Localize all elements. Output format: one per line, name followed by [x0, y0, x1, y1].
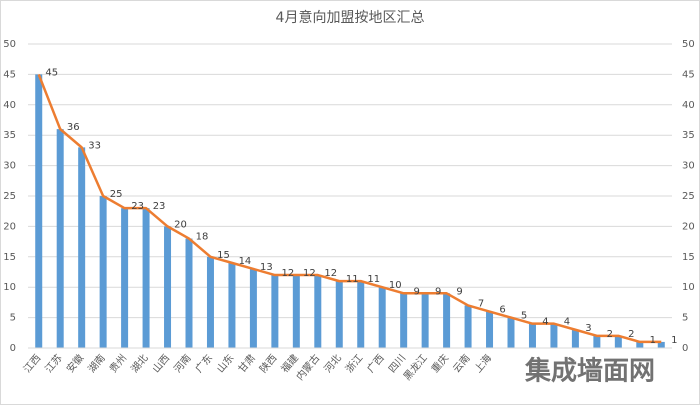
y2-tick-label: 15: [682, 252, 695, 263]
y-tick-label: 40: [3, 100, 16, 111]
data-label: 12: [324, 268, 337, 279]
data-label: 2: [628, 329, 634, 340]
y-tick-label: 25: [3, 191, 16, 202]
y2-tick-label: 5: [682, 313, 688, 324]
bar: [164, 226, 172, 348]
bar: [357, 281, 365, 348]
y-tick-label: 35: [3, 130, 16, 141]
data-label: 33: [88, 140, 101, 151]
data-label: 6: [499, 305, 505, 316]
data-label: 12: [303, 268, 316, 279]
bar: [378, 287, 386, 348]
data-label: 14: [239, 256, 252, 267]
bar: [185, 238, 193, 348]
data-label: 11: [367, 274, 380, 285]
data-label: 23: [153, 201, 166, 212]
data-label: 1: [650, 335, 656, 346]
bar: [271, 275, 279, 348]
bar: [528, 323, 536, 348]
data-label: 45: [45, 67, 58, 78]
bar: [486, 311, 494, 348]
y-tick-label: 30: [3, 161, 16, 172]
bar: [614, 335, 622, 348]
bar: [314, 275, 322, 348]
y2-tick-label: 10: [682, 282, 695, 293]
bar: [571, 329, 579, 348]
bar: [657, 341, 665, 348]
data-label: 4: [542, 317, 548, 328]
y-tick-label: 10: [3, 282, 16, 293]
y-tick-label: 45: [3, 69, 16, 80]
bar: [636, 341, 644, 348]
data-label: 13: [260, 262, 273, 273]
data-label: 1: [671, 335, 677, 346]
data-label: 9: [435, 286, 441, 297]
bar: [400, 293, 408, 348]
bar: [443, 293, 451, 348]
data-label: 15: [217, 250, 230, 261]
bar: [550, 323, 558, 348]
bar: [249, 268, 257, 348]
watermark: 集成墙面网: [524, 356, 655, 387]
y-tick-label: 50: [3, 39, 16, 50]
data-label: 25: [110, 189, 123, 200]
bar: [78, 147, 86, 348]
chart-title: 4月意向加盟按地区汇总: [276, 9, 425, 26]
data-label: 12: [281, 268, 294, 279]
data-label: 3: [585, 323, 591, 334]
bar: [464, 305, 472, 348]
data-label: 7: [478, 298, 484, 309]
bar: [35, 74, 43, 349]
bar: [292, 275, 300, 348]
bar: [206, 256, 214, 348]
bar: [421, 293, 429, 348]
data-label: 18: [196, 232, 209, 243]
data-label: 9: [413, 286, 419, 297]
y-tick-label: 5: [10, 313, 16, 324]
bar: [142, 208, 150, 348]
bar: [99, 196, 107, 348]
data-label: 36: [67, 122, 80, 133]
y2-tick-label: 0: [682, 343, 688, 354]
bar: [228, 262, 236, 348]
data-label: 10: [389, 280, 402, 291]
data-label: 4: [564, 317, 570, 328]
line: [37, 73, 662, 344]
data-label: 9: [456, 286, 462, 297]
data-label: 20: [174, 219, 187, 230]
data-label: 2: [607, 329, 613, 340]
bar: [121, 208, 129, 348]
bar: [56, 129, 64, 348]
data-label: 23: [131, 201, 144, 212]
y2-tick-label: 20: [682, 221, 695, 232]
data-label: 11: [346, 274, 359, 285]
y2-tick-label: 40: [682, 100, 695, 111]
data-label: 5: [521, 311, 527, 322]
y-tick-label: 20: [3, 221, 16, 232]
y2-tick-label: 30: [682, 161, 695, 172]
y2-tick-label: 35: [682, 130, 695, 141]
bar: [593, 335, 601, 348]
y2-tick-label: 50: [682, 39, 695, 50]
y-tick-label: 0: [10, 343, 16, 354]
bar: [335, 281, 343, 348]
y2-tick-label: 25: [682, 191, 695, 202]
y-tick-label: 15: [3, 252, 16, 263]
bar: [507, 317, 515, 348]
y2-tick-label: 45: [682, 69, 695, 80]
